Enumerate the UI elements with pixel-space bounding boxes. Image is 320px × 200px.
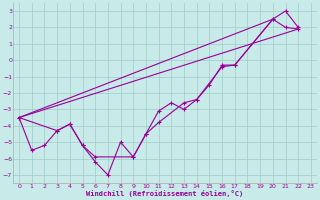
X-axis label: Windchill (Refroidissement éolien,°C): Windchill (Refroidissement éolien,°C) — [86, 190, 244, 197]
